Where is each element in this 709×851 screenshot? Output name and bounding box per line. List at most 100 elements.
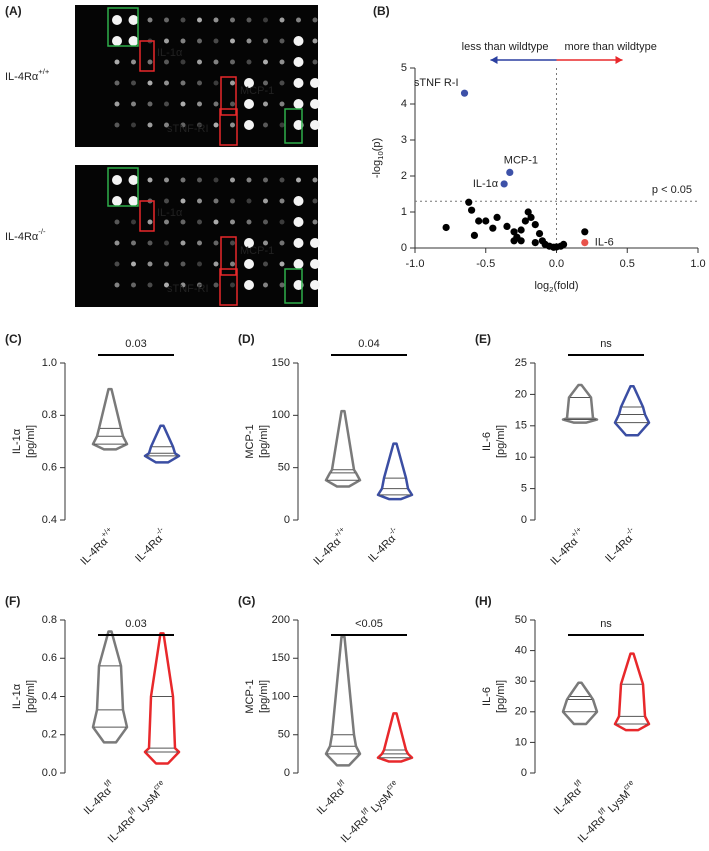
blot-spot [279,101,285,107]
blot-spot [112,15,122,25]
blot-spot [147,219,153,225]
blot-spot [213,80,219,86]
blot-spot [279,122,285,128]
point-label: sTNF R-I [414,77,459,89]
text-part: -log [371,160,383,178]
blot-spot [164,59,169,65]
y-tick-label: 150 [272,652,290,664]
text-part: -/- [387,525,399,537]
spot-label: MCP-1 [240,85,274,97]
x-tick-label: -1.0 [406,258,425,270]
blot-spot [263,59,268,65]
y-tick-label: 40 [515,645,527,657]
blot-spot [230,59,235,65]
scatter-point [460,89,469,97]
blot-spot [279,17,285,23]
blot-spot [293,99,304,109]
y-axis-label: IL-6 [481,687,493,706]
y-tick-label: 50 [278,729,290,741]
scatter-point [510,228,518,236]
blot-spot [197,282,202,288]
blot-spot [230,177,235,183]
blot-spot [213,282,219,288]
scatter-point [493,213,501,221]
y-tick-label: 30 [515,675,527,687]
blot-spot [263,122,268,128]
blot-spot [213,59,219,65]
category-label: IL-4Rα-/- [600,525,640,565]
blot-spot [263,80,268,86]
scatter-point [535,230,544,238]
blot-spot [128,36,139,46]
blot-spot [147,177,153,183]
significance-label: ns [600,338,612,350]
blot-spot [112,196,122,206]
y-tick-label: 0.8 [42,409,57,421]
blot-spot [197,240,202,246]
y-axis-label: [pg/ml] [495,425,507,458]
arrow-head [615,56,623,64]
blot-spot [197,198,202,204]
scatter-point [517,237,525,245]
blot-spot [213,17,219,23]
y-tick-label: 0.2 [42,729,57,741]
text-part: (fold) [553,280,578,292]
y-tick-label: 0 [284,767,290,779]
blot-spot [244,259,254,269]
y-tick-label: 0 [521,767,527,779]
blot-spot [293,238,304,248]
category-label: IL-4Rαf/f LysMcre [336,778,403,845]
blot-spot [230,101,235,107]
blot-spot [213,101,219,107]
text-part: f/f [596,805,608,817]
threshold-label: p < 0.05 [652,184,692,196]
y-tick-label: 0 [401,242,407,254]
blot-spot [164,261,169,267]
blot-spot [180,240,186,246]
text-part: LysM [134,788,163,817]
blot-spot [279,38,285,44]
red-box [220,236,237,276]
blot-spot [263,282,268,288]
blot-spot [296,177,301,183]
y-tick-label: 5 [401,62,407,74]
blot-spot [263,261,268,267]
blot-spot [114,122,120,128]
text-part: (p) [371,138,383,151]
blot-spot [180,219,186,225]
blot-spot [279,80,285,86]
blot-spot [279,282,285,288]
significance-label: 0.03 [125,618,146,630]
panel-label: (D) [238,332,255,346]
blot-spot [279,198,285,204]
blot-spot [279,240,285,246]
text-part: IL-4Rα [366,532,398,564]
blot-spot [310,99,320,109]
blot-spot [197,122,202,128]
blot-spot [180,198,186,204]
y-tick-label: 1 [401,206,407,218]
text-part: IL-4Rα [78,535,110,567]
point-label: IL-1α [473,178,499,190]
scatter-point [531,239,539,247]
y-tick-label: 0.4 [42,690,57,702]
blot-spot [131,282,136,288]
blot-spot [293,280,304,290]
panel-label: (A) [5,4,22,18]
blot-spot [197,219,202,225]
violin-body [613,652,651,732]
y-tick-label: 5 [521,483,527,495]
text-part: IL-4Rα [552,785,584,817]
panel-label: (C) [5,332,22,346]
text-part: f/f [335,777,347,789]
blot-spot [293,120,304,130]
blot-spot [131,240,136,246]
blot-spot [164,198,169,204]
blot-spot [293,57,304,67]
category-label: IL-4Rα+/+ [309,525,352,568]
panel-label: (G) [238,594,255,608]
blot-spot [147,80,153,86]
category-label: IL-4Rαf/f [549,777,589,817]
blot-spot [310,238,320,248]
y-tick-label: 100 [272,409,290,421]
